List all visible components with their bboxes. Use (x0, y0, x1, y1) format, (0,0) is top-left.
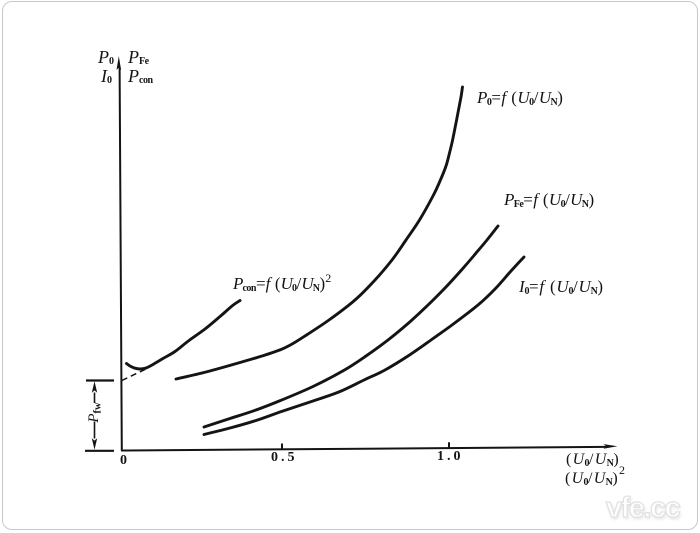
svg-text:Pfw: Pfw (86, 402, 104, 424)
